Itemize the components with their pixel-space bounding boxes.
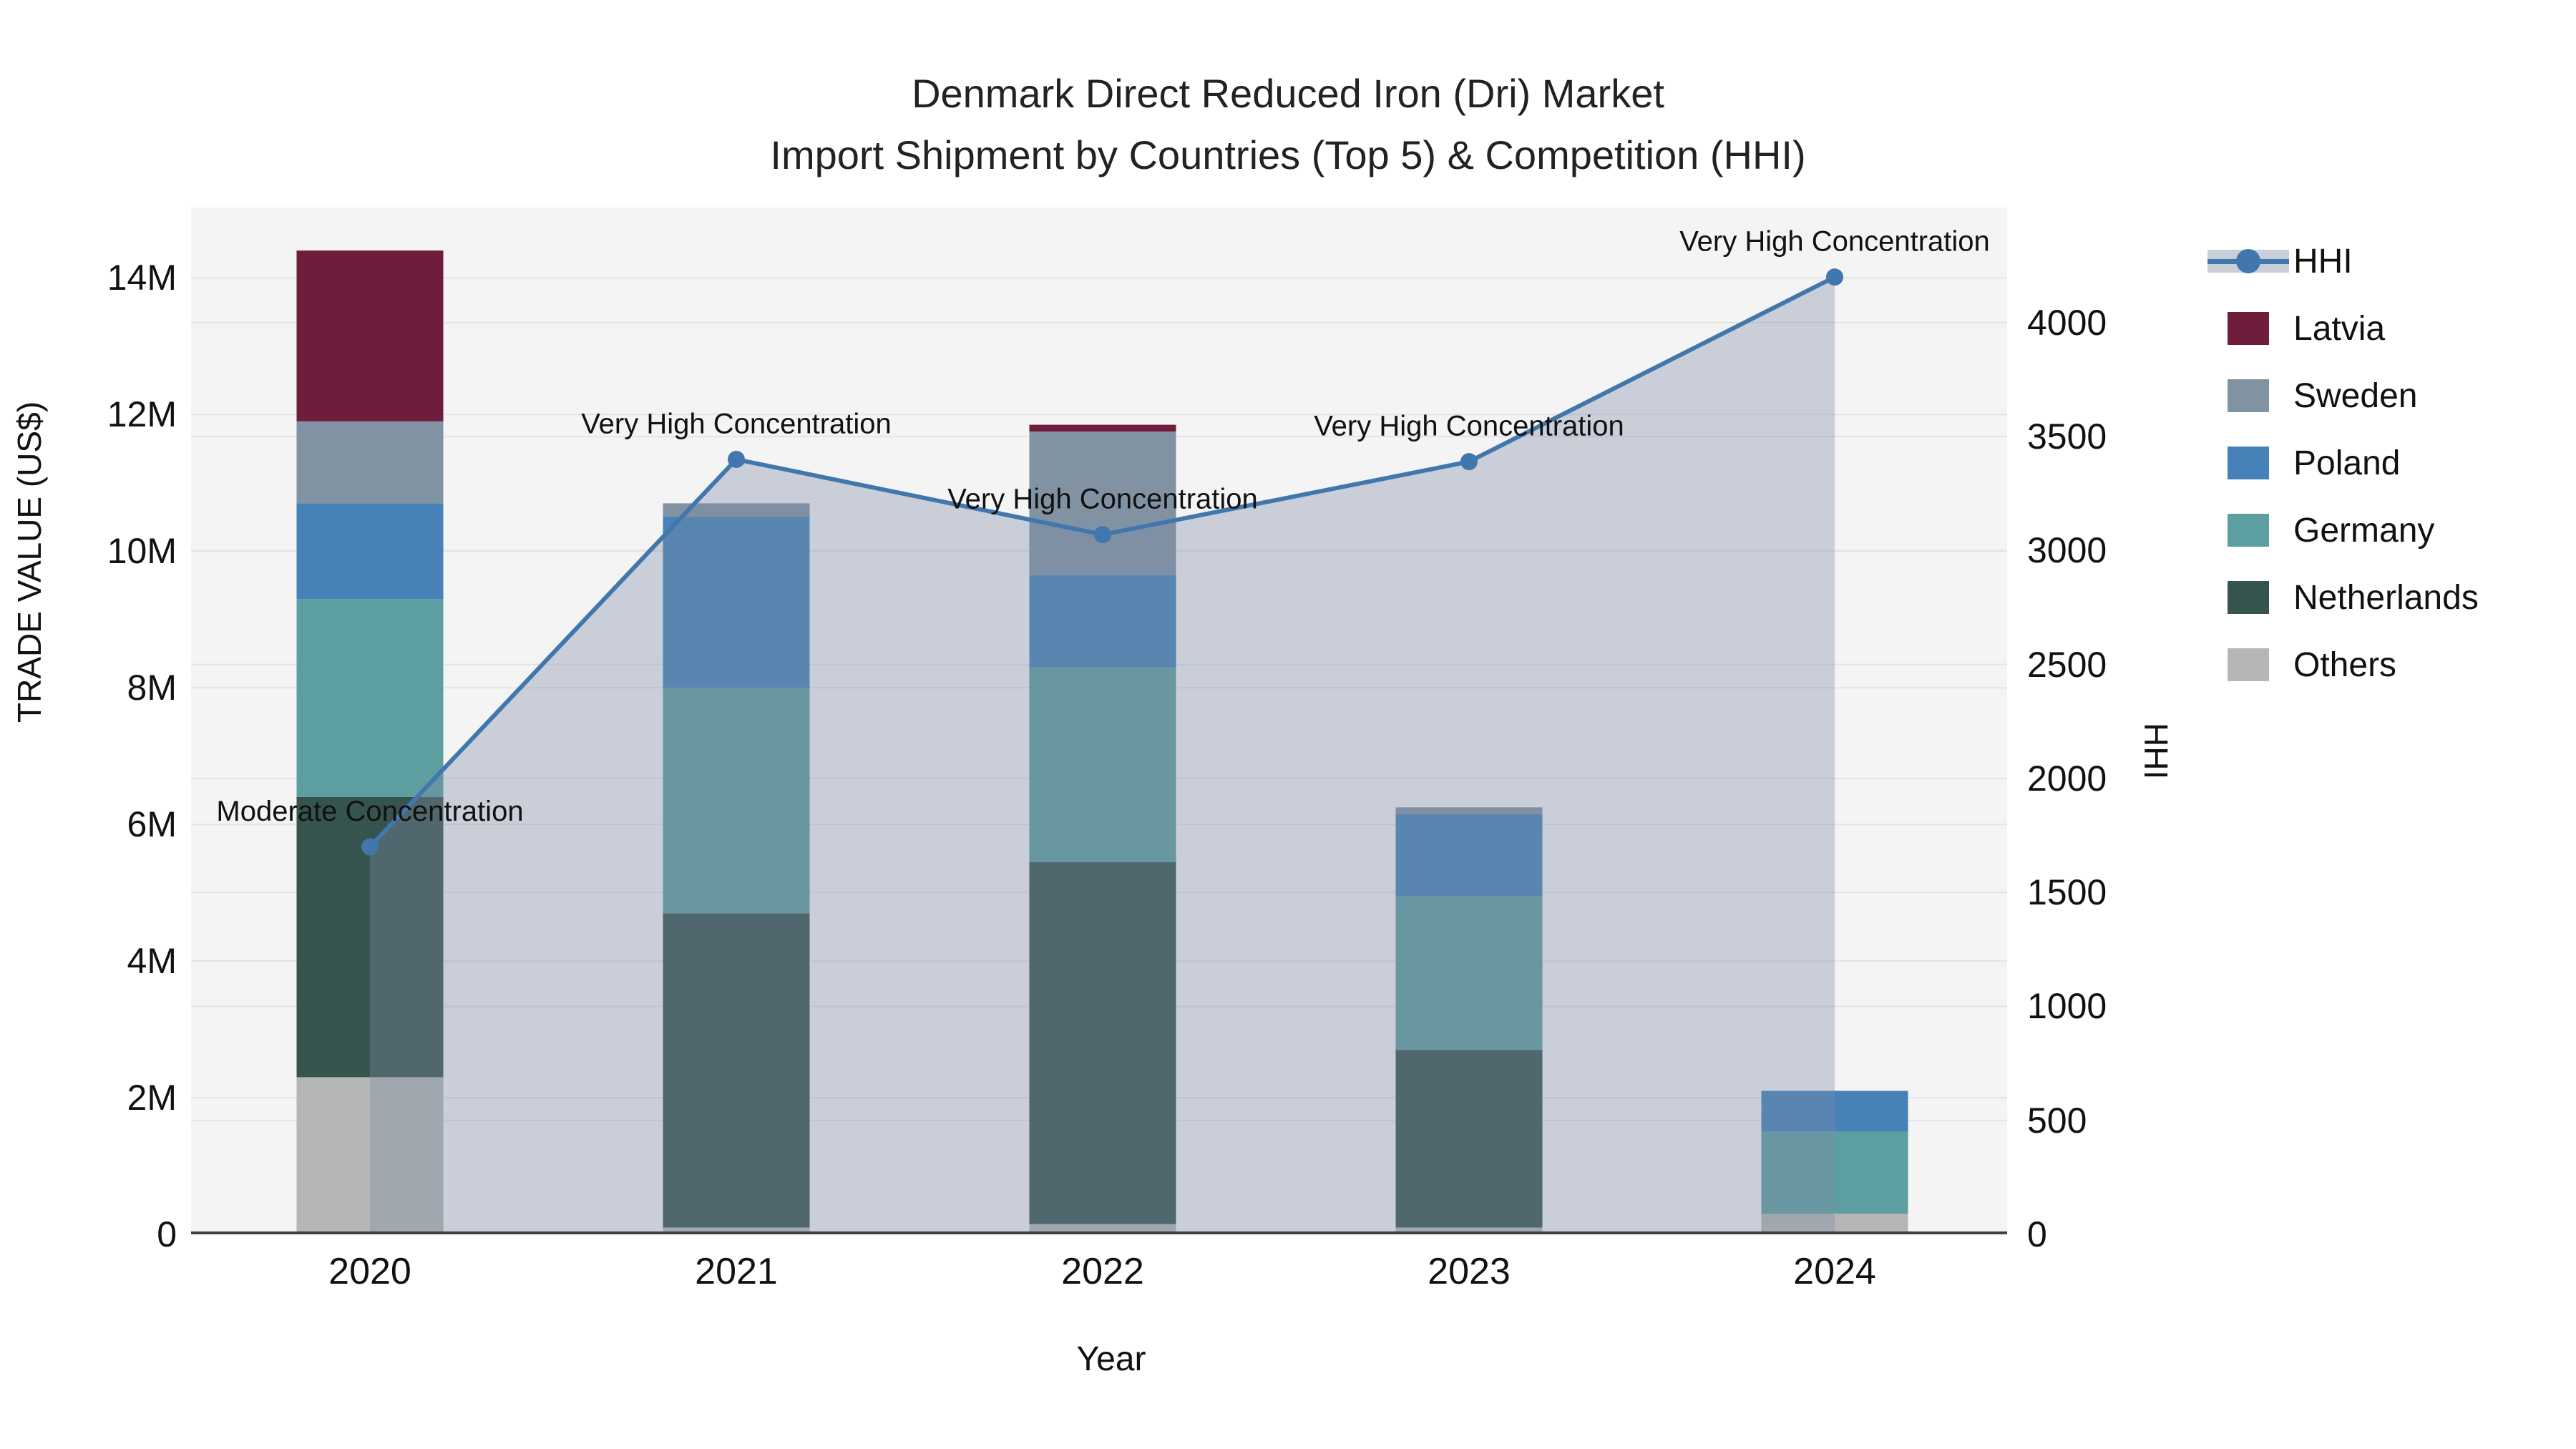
legend-label-germany: Germany [2293, 511, 2435, 550]
y-right-tick-500: 500 [2027, 1100, 2087, 1141]
plot-area: Moderate Concentration Very High Concentr… [191, 208, 2007, 1234]
y-left-tick-4M: 4M [127, 941, 177, 982]
legend-item-germany[interactable]: Germany [2207, 497, 2479, 564]
legend-swatch-latvia [2228, 312, 2269, 345]
hhi-area-fill [370, 277, 1835, 1234]
bar-segment-netherlands-2023[interactable] [1395, 1050, 1543, 1228]
hhi-marker-2020[interactable] [361, 838, 379, 856]
legend-swatch-netherlands [2228, 581, 2269, 614]
y-left-tick-6M: 6M [127, 804, 177, 845]
x-axis-label: Year [1076, 1340, 1146, 1378]
annotation-2020: Moderate Concentration [216, 796, 523, 827]
y-right-tick-1000: 1000 [2027, 986, 2107, 1027]
bar-segment-netherlands-2022[interactable] [1029, 862, 1176, 1224]
hhi-marker-2022[interactable] [1094, 526, 1111, 544]
hhi-marker-2024[interactable] [1826, 268, 1843, 286]
bar-segment-germany-2022[interactable] [1029, 667, 1176, 862]
chart-title-line2: Import Shipment by Countries (Top 5) & C… [770, 132, 1806, 177]
bar-segment-poland-2024[interactable] [1761, 1091, 1908, 1132]
legend-swatch-sweden [2228, 379, 2269, 412]
bar-segment-netherlands-2021[interactable] [663, 913, 810, 1228]
legend: HHI Latvia Sweden Poland Germany Netherlands O… [2207, 228, 2479, 698]
legend-label-latvia: Latvia [2293, 309, 2386, 348]
y-right-tick-0: 0 [2027, 1214, 2047, 1254]
legend-swatch-germany [2228, 514, 2269, 547]
legend-item-hhi[interactable]: HHI [2207, 228, 2479, 295]
bar-segment-others-2024[interactable] [1761, 1214, 1908, 1234]
bar-segment-others-2020[interactable] [296, 1077, 444, 1234]
legend-label-poland: Poland [2293, 444, 2401, 482]
bar-segment-germany-2020[interactable] [296, 599, 444, 797]
y-left-tick-12M: 12M [107, 394, 177, 435]
y-right-tick-2000: 2000 [2027, 758, 2107, 799]
annotation-2024: Very High Concentration [1679, 226, 1990, 258]
y-right-tick-3000: 3000 [2027, 530, 2107, 571]
hhi-marker-2023[interactable] [1460, 453, 1478, 471]
bar-segment-germany-2021[interactable] [663, 688, 810, 914]
bar-segment-poland-2021[interactable] [663, 517, 810, 688]
bar-segment-others-2023[interactable] [1395, 1227, 1543, 1234]
y-axis-label-right: HHI [2137, 723, 2175, 780]
annotation-2022: Very High Concentration [947, 484, 1258, 515]
chart-title-line1: Denmark Direct Reduced Iron (Dri) Market [912, 71, 1664, 116]
y-left-tick-8M: 8M [127, 668, 177, 708]
bar-segment-sweden-2022[interactable] [1029, 431, 1176, 575]
bar-segment-latvia-2020[interactable] [296, 250, 444, 421]
chart-title: Denmark Direct Reduced Iron (Dri) Market… [0, 63, 2576, 186]
bar-segment-others-2021[interactable] [663, 1227, 810, 1234]
x-tick-2021: 2021 [695, 1251, 778, 1292]
legend-label-others: Others [2293, 645, 2397, 684]
y-left-tick-10M: 10M [107, 531, 177, 572]
legend-item-others[interactable]: Others [2207, 631, 2479, 698]
legend-item-poland[interactable]: Poland [2207, 429, 2479, 497]
bar-segment-sweden-2023[interactable] [1395, 807, 1543, 814]
hhi-marker-swatch [2236, 249, 2260, 273]
bar-segment-latvia-2022[interactable] [1029, 424, 1176, 432]
legend-item-netherlands[interactable]: Netherlands [2207, 564, 2479, 631]
annotation-2021: Very High Concentration [581, 409, 892, 440]
x-tick-2024: 2024 [1793, 1251, 1876, 1292]
chart-canvas: Moderate Concentration Very High Concentr… [191, 226, 2007, 1234]
x-tick-2022: 2022 [1061, 1251, 1144, 1292]
bar-segment-germany-2024[interactable] [1761, 1131, 1908, 1214]
bar-segment-poland-2020[interactable] [296, 503, 444, 600]
legend-swatch-others [2228, 648, 2269, 681]
y-left-tick-2M: 2M [127, 1078, 177, 1118]
legend-label-sweden: Sweden [2293, 376, 2418, 415]
x-tick-2020: 2020 [328, 1251, 411, 1292]
legend-item-latvia[interactable]: Latvia [2207, 295, 2479, 362]
y-right-tick-3500: 3500 [2027, 416, 2107, 457]
x-tick-2023: 2023 [1428, 1251, 1511, 1292]
bar-segment-sweden-2021[interactable] [663, 503, 810, 517]
y-left-tick-14M: 14M [107, 258, 177, 298]
bar-segment-sweden-2020[interactable] [296, 421, 444, 504]
bar-segment-germany-2023[interactable] [1395, 896, 1543, 1050]
bar-segment-poland-2022[interactable] [1029, 575, 1176, 668]
hhi-marker-2021[interactable] [728, 450, 745, 468]
y-left-tick-0: 0 [157, 1214, 177, 1254]
y-right-tick-2500: 2500 [2027, 644, 2107, 685]
legend-swatch-poland [2228, 447, 2269, 479]
legend-item-sweden[interactable]: Sweden [2207, 362, 2479, 429]
hhi-line-icon [2207, 245, 2289, 277]
y-right-tick-4000: 4000 [2027, 302, 2107, 343]
legend-label-netherlands: Netherlands [2293, 578, 2479, 617]
annotation-2023: Very High Concentration [1314, 411, 1624, 442]
bar-segment-poland-2023[interactable] [1395, 814, 1543, 897]
y-right-tick-1500: 1500 [2027, 872, 2107, 913]
legend-label-hhi: HHI [2293, 242, 2353, 280]
